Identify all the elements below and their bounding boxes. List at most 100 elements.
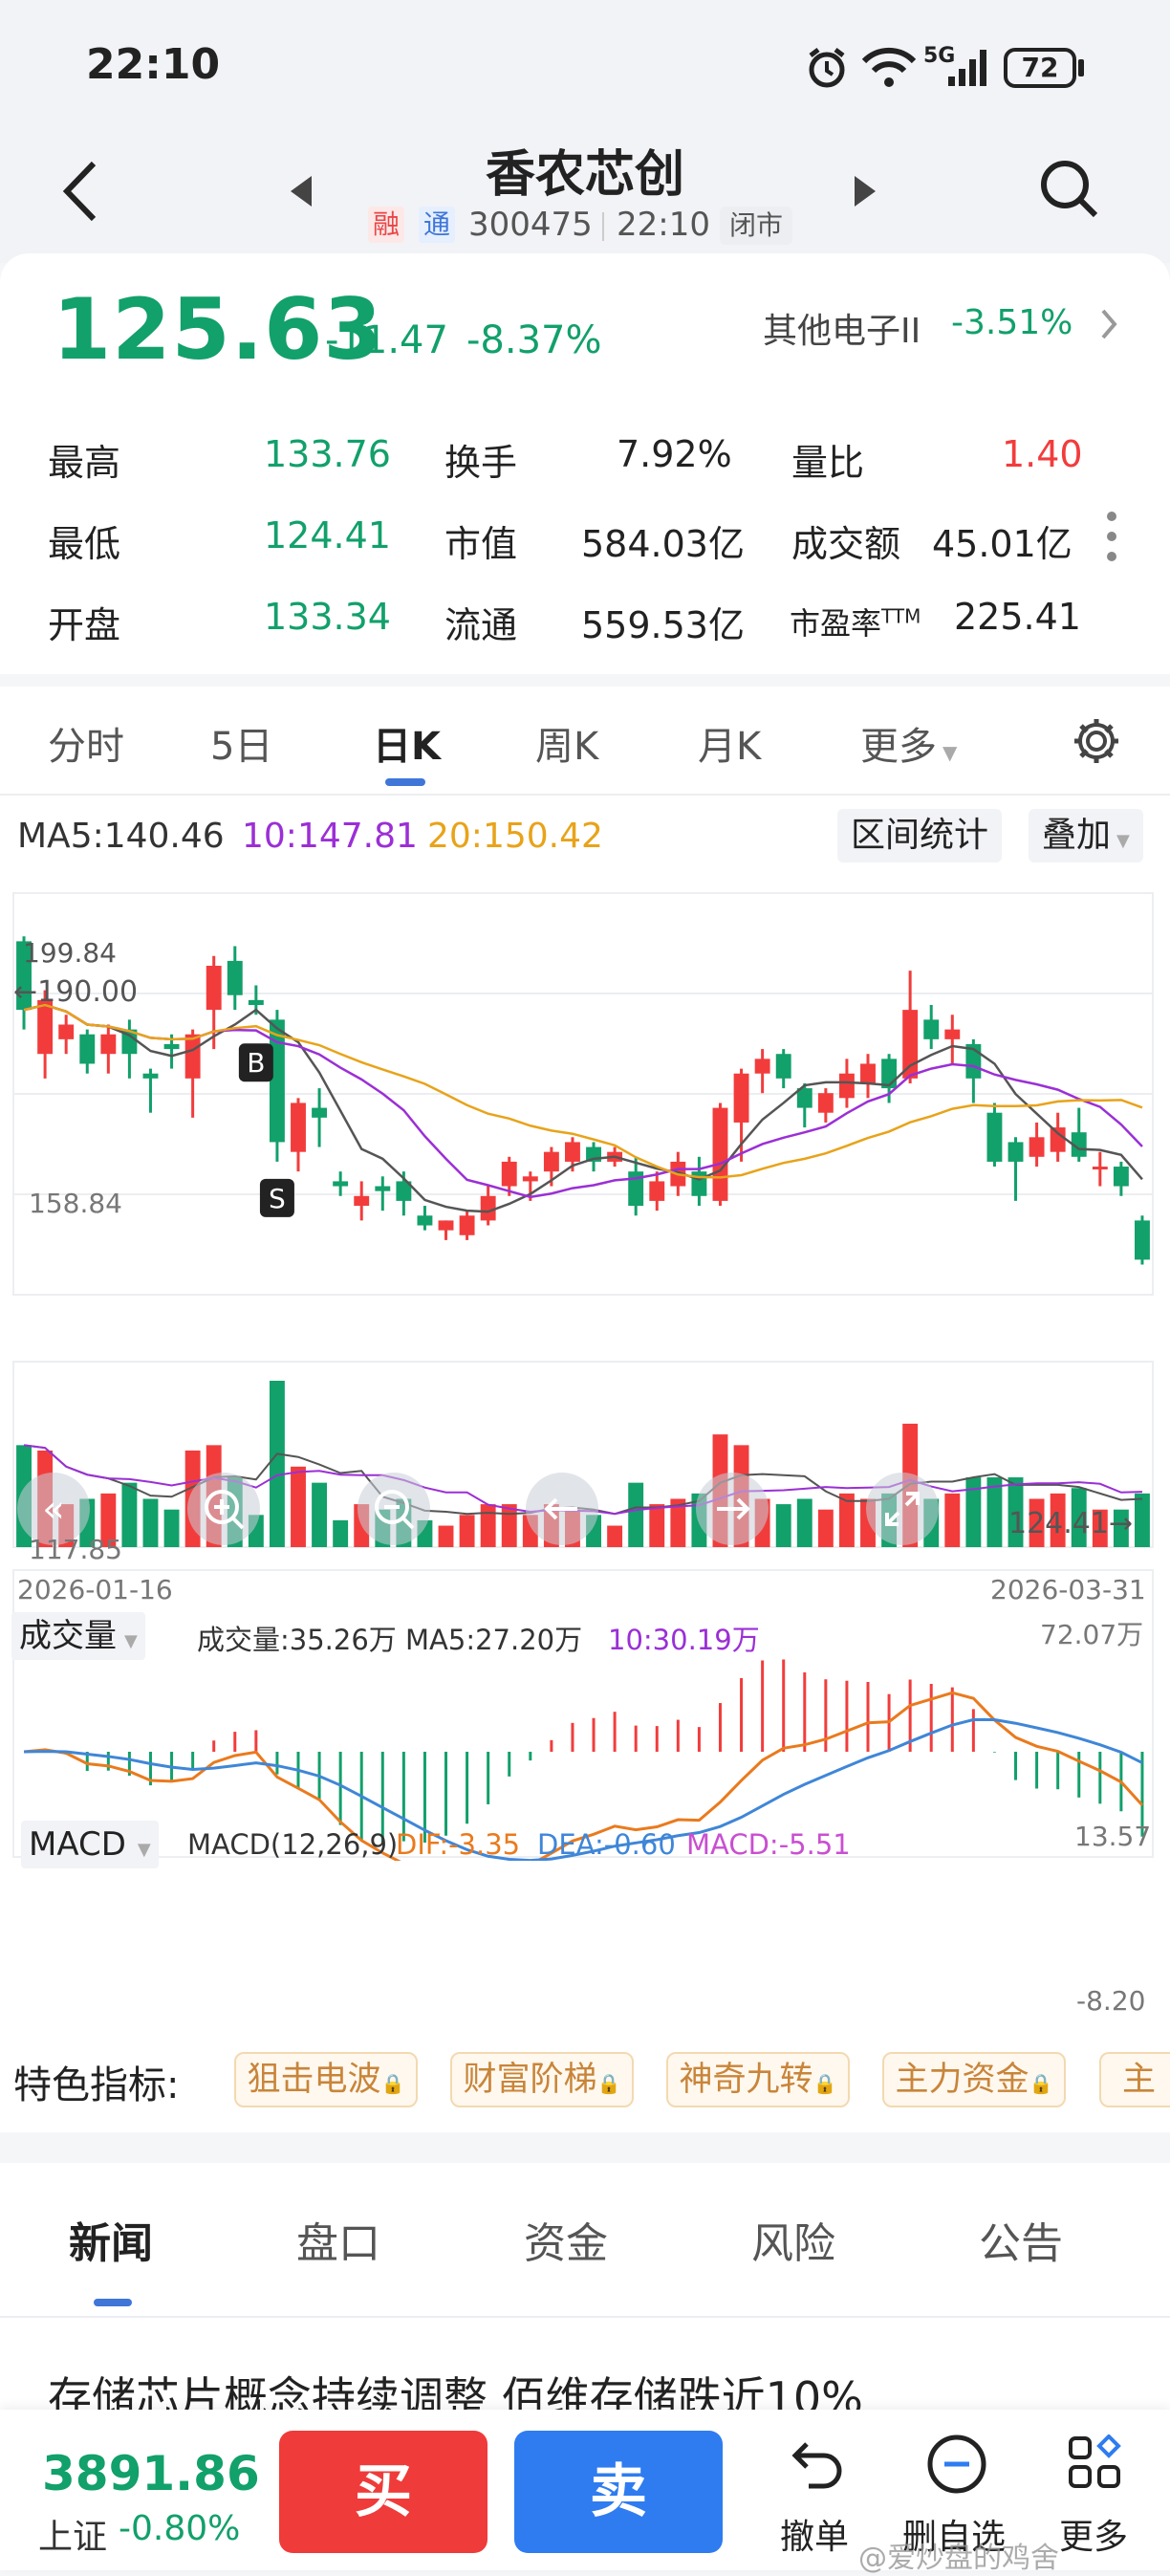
sector-name[interactable]: 其他电子II: [763, 312, 921, 351]
volume-indicator-selector[interactable]: 成交量 ▼: [11, 1612, 145, 1660]
divider: [0, 2316, 1170, 2318]
last-price: 125.63: [53, 280, 383, 379]
next-stock-icon[interactable]: [851, 172, 879, 210]
undo-label[interactable]: 撤单: [780, 2518, 850, 2557]
y-max-label: 199.84: [23, 937, 117, 969]
stat-value: 133.76: [264, 433, 391, 475]
pan-right-icon[interactable]: [696, 1473, 769, 1545]
sector-change-pct[interactable]: -3.51%: [951, 303, 1073, 342]
caret-down-icon: ▼: [124, 1631, 138, 1651]
rewind-icon[interactable]: «: [17, 1473, 90, 1545]
cellular-signal-icon: [948, 50, 986, 86]
tab-intraday[interactable]: 分时: [48, 725, 124, 769]
chevron-right-icon[interactable]: [1099, 307, 1120, 341]
zoom-in-icon[interactable]: [187, 1473, 260, 1545]
tab-announcements[interactable]: 公告: [979, 2219, 1063, 2268]
tab-risk[interactable]: 风险: [751, 2219, 835, 2268]
candle-body: [480, 1195, 496, 1221]
fullscreen-icon[interactable]: [866, 1473, 939, 1545]
tab-funds[interactable]: 资金: [524, 2219, 608, 2268]
macd-indicator-selector[interactable]: MACD ▼: [21, 1821, 159, 1868]
remove-favorite-icon[interactable]: [925, 2433, 988, 2496]
wifi-icon: [861, 47, 917, 87]
more-label[interactable]: 更多: [1059, 2518, 1129, 2557]
tab-order-book[interactable]: 盘口: [296, 2219, 380, 2268]
range-stats-button[interactable]: 区间统计: [837, 809, 1003, 862]
alarm-icon: [809, 48, 845, 88]
quote-panel: 125.63 -11.47 -8.37% 其他电子II -3.51% 最高 13…: [0, 253, 1170, 674]
news-panel: 新闻 盘口 资金 风险 公告 存储芯片概念持续调整 佰维存储跌近10%: [0, 2163, 1170, 2450]
undo-icon[interactable]: [790, 2434, 847, 2492]
macd-value: MACD:-5.51: [686, 1828, 851, 1861]
ma20-label: 20:150.42: [427, 817, 603, 856]
candle-body: [817, 1093, 834, 1113]
search-icon[interactable]: [1038, 158, 1101, 221]
back-arrow-icon[interactable]: [57, 158, 105, 225]
candle-body: [1029, 1137, 1045, 1157]
candle-body: [459, 1215, 475, 1235]
chip-magic-nine[interactable]: 神奇九转🔒: [666, 2052, 850, 2107]
margin-tag: 融: [368, 207, 404, 243]
buy-button[interactable]: 买: [279, 2431, 488, 2553]
tab-weekly-k[interactable]: 周K: [535, 725, 599, 769]
sell-marker-label: S: [269, 1183, 286, 1214]
price-change-pct: -8.37%: [466, 318, 602, 362]
candle-body: [649, 1181, 665, 1201]
lock-icon: 🔒: [596, 2072, 621, 2095]
tab-daily-k[interactable]: 日K: [373, 725, 441, 769]
candle-body: [565, 1142, 580, 1162]
chip-label: 主: [1122, 2061, 1157, 2099]
tab-monthly-k[interactable]: 月K: [698, 725, 762, 769]
prev-stock-icon[interactable]: [287, 172, 315, 210]
buy-marker-label: B: [247, 1047, 265, 1079]
candle-body: [184, 1034, 201, 1079]
ma5-label: MA5:140.46: [17, 817, 225, 856]
tab-news[interactable]: 新闻: [69, 2219, 153, 2268]
macd-top-label: 13.57: [1074, 1821, 1152, 1852]
candle-body: [1113, 1167, 1129, 1187]
tab-more[interactable]: 更多 ▼: [860, 715, 957, 771]
volume-bar: [291, 1466, 306, 1547]
kline-chart[interactable]: BS: [0, 872, 1170, 1861]
candle-body: [1071, 1132, 1087, 1157]
index-name[interactable]: 上证: [38, 2518, 108, 2557]
chip-label: 狙击电波: [247, 2061, 381, 2099]
chip-sniper-wave[interactable]: 狙击电波🔒: [234, 2052, 418, 2107]
chip-wealth-ladder[interactable]: 财富阶梯🔒: [450, 2052, 634, 2107]
candle-body: [1008, 1142, 1024, 1162]
chip-main-fund[interactable]: 主力资金🔒: [882, 2052, 1066, 2107]
signal-label: 5G: [923, 44, 956, 68]
zoom-out-icon[interactable]: [358, 1473, 430, 1545]
settings-gear-icon[interactable]: [1071, 715, 1122, 767]
volume-bar: [1135, 1493, 1150, 1547]
candle-body: [58, 1024, 75, 1039]
ma10-label: 10:147.81: [242, 817, 418, 856]
index-value[interactable]: 3891.86: [42, 2446, 260, 2501]
sell-button[interactable]: 卖: [514, 2431, 723, 2553]
volume-bar: [628, 1482, 644, 1547]
more-grid-icon[interactable]: [1067, 2434, 1124, 2492]
candle-body: [100, 1034, 117, 1055]
stat-label: 换手: [444, 442, 518, 484]
candle-body: [291, 1102, 306, 1152]
overlay-button[interactable]: 叠加 ▼: [1029, 809, 1143, 862]
volume-bar: [965, 1477, 982, 1547]
tab-5day[interactable]: 5日: [210, 725, 273, 769]
volume-ma10: 10:30.19万: [608, 1624, 760, 1656]
divider: [602, 212, 604, 241]
remove-favorite-label[interactable]: 删自选: [902, 2518, 1007, 2557]
pan-left-icon[interactable]: [526, 1473, 598, 1545]
stock-name: 香农芯创: [485, 146, 684, 204]
candle-body: [733, 1073, 749, 1123]
index-pct[interactable]: -0.80%: [119, 2509, 241, 2548]
y-mid-label: 158.84: [29, 1188, 122, 1219]
chip-overflow[interactable]: 主: [1099, 2052, 1170, 2107]
candle-body: [206, 966, 222, 1011]
macd-bottom-label: -8.20: [1076, 1985, 1146, 2017]
candle-body: [860, 1063, 876, 1083]
candle-body: [923, 1019, 940, 1039]
candle-body: [375, 1186, 391, 1191]
candle-body: [417, 1215, 433, 1226]
stat-label: 成交额: [791, 523, 901, 565]
more-vertical-icon[interactable]: [1105, 510, 1118, 563]
